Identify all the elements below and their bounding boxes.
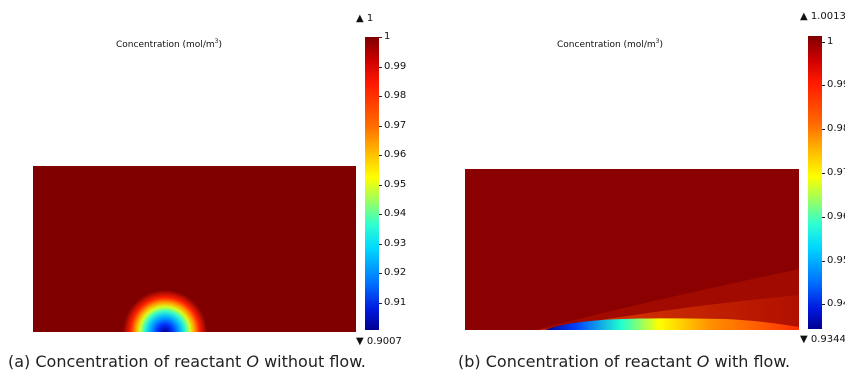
colorbar-tick-label: 0.94 [827, 298, 845, 309]
colorbar-min-a: ▼ 0.9007 [356, 336, 402, 347]
colorbar-tick-label: 0.93 [384, 238, 407, 249]
colorbar-max-b: ▲ 1.0013 [800, 11, 845, 22]
colorbar-tick-label: 0.95 [827, 255, 845, 266]
colorbar-tickmark [379, 214, 382, 215]
colorbar-max-a: ▲ 1 [356, 13, 374, 24]
caption-a-suffix: without flow. [259, 352, 366, 371]
colorbar-a [365, 37, 379, 330]
colorbar-tickmark [379, 273, 382, 274]
colorbar-tick-label: 0.95 [384, 179, 407, 190]
colorbar-tick-label: 0.98 [384, 90, 407, 101]
colorbar-tick-label: 0.99 [827, 79, 845, 90]
colorbar-tickmark [379, 126, 382, 127]
colorbar-tickmark [822, 129, 825, 130]
colorbar-tickmark [822, 261, 825, 262]
colorbar-tickmark [379, 244, 382, 245]
colorbar-b [808, 36, 822, 329]
panel-a: Concentration (mol/m3) ▲ 1 ▼ 0.9007 1 0.9… [0, 0, 422, 375]
colorbar-tick-label: 0.91 [384, 297, 407, 308]
concentration-field-a [33, 166, 356, 332]
panel-b: Concentration (mol/m3) ▲ 1.0013 ▼ 0.9344… [422, 0, 845, 375]
caption-a-symbol: O [246, 352, 259, 371]
colorbar-tickmark [822, 42, 825, 43]
colorbar-tick-label: 0.99 [384, 61, 407, 72]
colorbar-tickmark [379, 303, 382, 304]
colorbar-tick-label: 0.96 [827, 211, 845, 222]
colorbar-tickmark [379, 185, 382, 186]
colorbar-tick-label: 1 [827, 36, 834, 47]
colorbar-tickmark [822, 217, 825, 218]
plot-title-a-sup: 3 [214, 38, 219, 45]
colorbar-tickmark [822, 304, 825, 305]
colorbar-tickmark [379, 155, 382, 156]
colorbar-tick-label: 0.97 [384, 120, 407, 131]
concentration-field-b [465, 169, 799, 330]
plot-title-a: Concentration (mol/m3) [116, 38, 222, 50]
caption-a: (a) Concentration of reactant O without … [8, 352, 366, 371]
colorbar-tickmark [822, 173, 825, 174]
caption-a-prefix: (a) Concentration of reactant [8, 352, 247, 371]
colorbar-tick-label: 0.92 [384, 267, 407, 278]
colorbar-min-b: ▼ 0.9344 [800, 334, 845, 345]
plot-title-b: Concentration (mol/m3) [557, 38, 663, 50]
colorbar-tickmark [379, 67, 382, 68]
caption-b: (b) Concentration of reactant O with flo… [458, 352, 790, 371]
plume-core-b [545, 318, 799, 330]
caption-b-symbol: O [696, 352, 710, 371]
plot-title-a-text: Concentration (mol/m [116, 40, 215, 50]
plot-title-b-text: Concentration (mol/m [557, 40, 656, 50]
plot-title-b-sup: 3 [655, 38, 660, 45]
caption-b-prefix: (b) Concentration of reactant [458, 352, 697, 371]
colorbar-tick-label: 0.96 [384, 149, 407, 160]
plot-title-a-end: ) [218, 40, 222, 50]
plot-title-b-end: ) [659, 40, 663, 50]
caption-b-suffix: with flow. [709, 352, 791, 371]
colorbar-tickmark [379, 96, 382, 97]
colorbar-tickmark [379, 37, 382, 38]
depletion-spot-a [113, 276, 217, 332]
colorbar-tick-label: 0.97 [827, 167, 845, 178]
colorbar-tick-label: 1 [384, 31, 391, 42]
colorbar-tick-label: 0.98 [827, 123, 845, 134]
colorbar-tickmark [822, 85, 825, 86]
colorbar-tick-label: 0.94 [384, 208, 407, 219]
